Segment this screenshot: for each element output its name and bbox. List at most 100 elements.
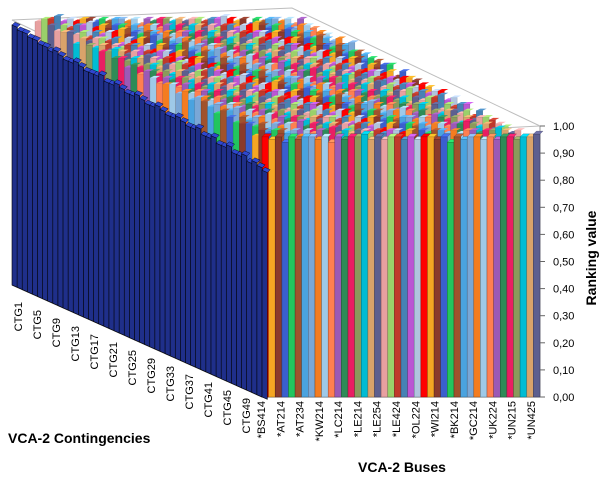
background-bar-top [406,75,417,78]
bus-bar [327,142,336,398]
background-bar-top [405,121,417,124]
bus-bar [519,136,527,398]
background-bar-top [239,73,250,76]
background-bar-top [195,16,206,19]
background-bar-top [220,62,231,65]
background-bar-top [469,121,481,124]
background-bar-top [162,23,174,26]
background-bar-top [245,108,257,111]
contingency-bar [154,104,161,352]
contingency-bar [231,151,237,387]
background-bar-top [367,88,378,91]
contingency-bar [42,44,49,302]
background-bar-top [169,43,180,46]
background-bar-top [271,79,282,82]
bus-bar-top [453,133,464,137]
contingency-tick-label: CTG1 [13,302,25,331]
contingency-bar [47,49,54,304]
background-bar-top [162,29,174,32]
background-bar-top [181,82,193,85]
bus-bar-top [321,133,332,137]
background-bar-top [367,99,378,102]
contingency-bar [180,119,186,364]
contingency-bar [37,42,44,300]
background-bar-top [303,36,315,39]
contingency-bar-top [159,106,169,112]
background-bar-top [399,75,410,78]
background-bar-top [47,23,59,26]
background-bar-top [182,69,193,72]
contingency-bar [210,135,217,377]
background-bar-top [111,23,123,26]
background-bar-top [405,82,417,85]
background-bar-top [354,75,366,78]
background-bar-top [303,86,314,89]
contingency-bar [108,82,115,332]
background-bar-top [469,128,481,131]
background-bar-top [482,121,494,124]
background-bar-top [290,95,302,98]
background-bar-top [130,56,142,59]
bus-bar [466,136,475,398]
contingency-bar-top [241,150,251,157]
background-bar-top [220,56,231,59]
background-bar-top [271,121,282,124]
background-bar-top [322,115,334,118]
background-bar-top [393,88,404,91]
background-bar-top [258,121,270,124]
bus-bar [347,136,355,398]
background-bar-top [425,85,436,88]
contingency-bar-top [210,132,220,139]
background-bar-top [482,115,494,118]
background-bar-top [265,62,276,65]
background-bar-top [277,108,289,111]
bus-bar [361,133,369,398]
bus-bar [513,139,521,398]
background-bar-top [163,16,174,19]
background-bar-top [367,75,378,78]
background-bar-top [41,16,52,19]
contingency-tick-label: CTG21 [108,342,120,377]
contingency-bar [251,160,258,396]
background-bar-top [194,75,206,78]
bus-bar [341,139,349,398]
contingency-bar [246,160,253,393]
contingency-bar-top [174,112,184,119]
background-bar-top [118,27,129,30]
background-bar-top [495,125,506,128]
background-bar-top [322,121,334,124]
background-bar-top [169,82,180,85]
background-bar-top [335,92,346,95]
contingency-bar-top [261,167,271,173]
background-bar-top [124,36,135,39]
bus-axis-title: VCA-2 Buses [358,459,446,475]
front-contingency-bars [11,21,271,400]
background-bar-top [118,49,129,52]
bus-bar-top [360,130,372,135]
contingency-bar [139,97,146,345]
background-bar-top [309,108,321,111]
background-bar-top [316,33,327,36]
background-bar-top [489,117,500,120]
bus-tick-label: *UN215 [507,401,519,440]
bus-bar [480,139,488,398]
background-bar-top [399,115,410,118]
contingency-tick-label: CTG25 [127,350,139,385]
background-bar-top [310,62,321,65]
background-bar-top [245,82,257,85]
background-bar-top [399,95,410,98]
bus-tick-label: *KW214 [314,401,326,441]
contingency-bar [190,126,197,368]
background-bar-top [226,75,238,78]
background-bar-top [374,58,385,61]
background-bar-top [322,88,334,91]
z-axis-title: Ranking value [583,210,599,305]
background-bar-top [220,108,231,111]
background-bar-top [130,43,142,46]
background-bar-top [214,46,225,49]
background-bar-top [425,95,436,98]
contingency-bar [93,73,100,325]
bus-bar-top [274,133,286,137]
background-bar-top [316,82,327,85]
